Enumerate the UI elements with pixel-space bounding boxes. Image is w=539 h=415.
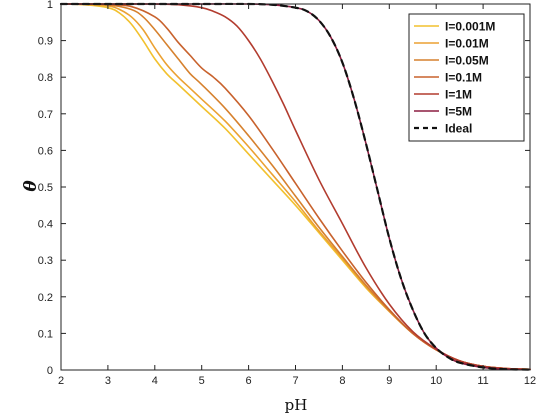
legend-label-5: I=1M [445,88,472,102]
y-tick-label: 0.4 [38,219,53,231]
legend-label-7: Ideal [445,122,472,136]
x-tick-label: 3 [105,375,111,387]
y-tick-label: 1 [47,0,53,11]
y-tick-label: 0.9 [38,36,53,48]
y-tick-label: 0.8 [38,72,53,84]
y-axis-label: θ [21,180,41,192]
legend-label-3: I=0.05M [445,54,489,68]
x-tick-label: 5 [199,375,205,387]
x-tick-label: 11 [477,375,488,387]
x-tick-label: 8 [339,375,345,387]
x-tick-label: 10 [430,375,442,387]
x-tick-label: 12 [524,375,536,387]
x-tick-label: 4 [152,375,158,387]
x-tick-label: 6 [246,375,252,387]
legend-label-2: I=0.01M [445,37,489,51]
x-axis-label: pH [285,396,308,414]
y-tick-label: 0.1 [38,328,53,340]
y-tick-label: 0.5 [38,182,53,194]
x-tick-label: 2 [58,375,64,387]
series-line-7 [59,2,532,371]
legend-label-4: I=0.1M [445,71,482,85]
x-tick-label: 7 [292,375,298,387]
legend-label-1: I=0.001M [445,20,495,34]
y-tick-label: 0.3 [38,255,53,267]
axes: 2 3 4 5 6 7 8 9 10 11 12 0 0.1 0.2 0.3 0.4 0.5 0.6 0.7 0.8 0… [38,0,536,387]
y-tick-label: 0.2 [38,292,53,304]
y-tick-label: 0.7 [38,109,53,121]
y-tick-label: 0 [47,365,53,377]
legend-label-6: I=5M [445,105,472,119]
x-tick-label: 9 [386,375,392,387]
legend: I=0.001M I=0.01M I=0.05M I=0.1M I=1M I=5M Idea… [408,13,525,142]
y-tick-label: 0.6 [38,145,53,157]
